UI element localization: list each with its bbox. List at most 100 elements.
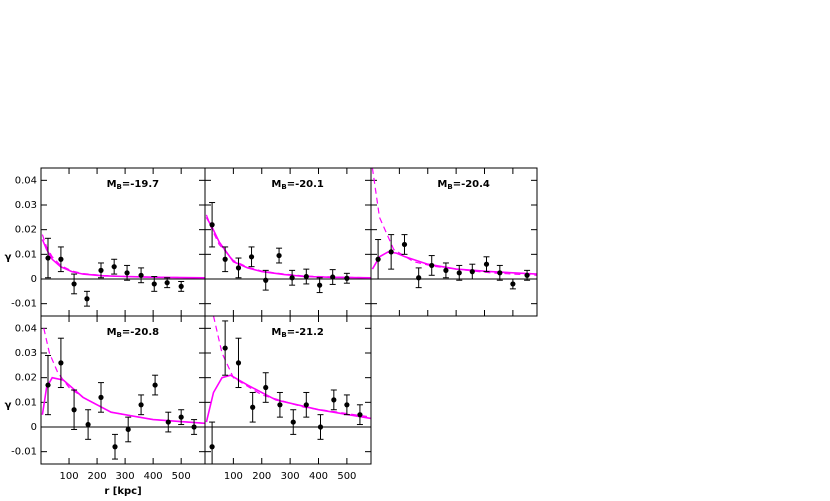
- x-tick-label: 400: [144, 471, 163, 482]
- title-rest: =-20.4: [453, 179, 490, 190]
- data-point: [138, 402, 144, 408]
- x-tick-label: 200: [252, 471, 271, 482]
- x-tick-label: 500: [172, 471, 191, 482]
- data-point: [524, 272, 530, 278]
- panel-title: MB=-20.8: [107, 327, 160, 339]
- data-point: [263, 384, 269, 391]
- data-point: [429, 262, 435, 269]
- model-curve: [205, 374, 371, 423]
- data-point: [401, 241, 408, 248]
- data-point: [45, 382, 51, 388]
- panel-title: MB=-20.4: [437, 179, 490, 191]
- y-tick-label: 0.02: [15, 373, 37, 384]
- panel-title: MB=-21.2: [271, 327, 324, 339]
- data-point: [71, 407, 77, 413]
- title-main: M: [437, 179, 447, 190]
- data-point: [84, 296, 90, 302]
- model-curve: [371, 251, 537, 275]
- title-sub: B: [117, 331, 122, 339]
- model-curve: [212, 316, 371, 418]
- data-point: [138, 272, 144, 278]
- data-point: [165, 419, 171, 425]
- data-point: [330, 274, 336, 280]
- data-point: [111, 264, 117, 270]
- title-main: M: [271, 327, 281, 338]
- data-point: [317, 424, 324, 430]
- y-axis-label: γ: [5, 400, 12, 411]
- model-curve: [41, 239, 205, 279]
- data-point: [456, 270, 462, 276]
- title-sub: B: [117, 183, 122, 191]
- data-point: [152, 382, 158, 388]
- frame: [204, 167, 372, 317]
- data-point: [303, 273, 309, 280]
- frame: [40, 315, 206, 465]
- data-point: [58, 256, 64, 262]
- title-sub: B: [447, 183, 452, 191]
- title-sub: B: [281, 183, 286, 191]
- frame: [40, 167, 206, 317]
- data-point: [344, 402, 350, 408]
- data-point: [469, 269, 475, 275]
- x-tick-label: 300: [281, 471, 300, 482]
- x-tick-label: 300: [116, 471, 135, 482]
- model-curve: [41, 234, 205, 279]
- y-tick-label: -0.01: [11, 447, 37, 458]
- data-point: [497, 270, 503, 276]
- model-curve: [205, 214, 371, 279]
- title-main: M: [107, 179, 117, 190]
- data-point: [248, 254, 255, 260]
- y-tick-label: 0.01: [15, 397, 37, 408]
- data-point: [290, 419, 296, 425]
- data-point: [263, 277, 269, 283]
- model-curve: [205, 216, 371, 279]
- data-point: [510, 281, 516, 287]
- title-main: M: [107, 327, 117, 338]
- frame: [204, 315, 372, 465]
- data-point: [388, 249, 394, 255]
- x-tick-label: 100: [59, 471, 78, 482]
- title-sub: B: [281, 331, 286, 339]
- data-point: [250, 404, 256, 410]
- y-tick-label: 0: [31, 422, 37, 433]
- data-point: [222, 256, 228, 262]
- x-tick-label: 200: [88, 471, 107, 482]
- data-point: [98, 394, 104, 400]
- data-point: [112, 444, 118, 450]
- data-point: [277, 402, 283, 408]
- data-point: [235, 265, 242, 271]
- y-tick-label: 0.03: [15, 200, 37, 211]
- title-rest: =-19.7: [122, 179, 159, 190]
- title-rest: =-20.1: [287, 179, 324, 190]
- model-curve: [43, 328, 205, 424]
- title-main: M: [271, 179, 281, 190]
- frame: [370, 167, 538, 317]
- data-point: [209, 222, 215, 228]
- data-point: [375, 256, 381, 262]
- x-axis-label: r [kpc]: [104, 486, 141, 497]
- y-tick-label: 0.04: [15, 175, 37, 186]
- title-rest: =-21.2: [287, 327, 324, 338]
- x-tick-label: 500: [337, 471, 356, 482]
- data-point: [289, 275, 295, 281]
- title-rest: =-20.8: [122, 327, 159, 338]
- y-tick-label: 0.03: [15, 348, 37, 359]
- data-point: [222, 345, 228, 351]
- data-point: [151, 281, 157, 287]
- x-tick-label: 100: [224, 471, 243, 482]
- data-point: [178, 283, 184, 289]
- data-point: [45, 255, 51, 261]
- data-point: [276, 252, 282, 259]
- data-point: [416, 275, 422, 281]
- y-tick-label: -0.01: [11, 299, 37, 310]
- data-point: [71, 281, 77, 287]
- data-point: [178, 414, 184, 420]
- y-tick-label: 0.02: [15, 225, 37, 236]
- data-point: [209, 444, 215, 450]
- data-point: [443, 267, 449, 273]
- data-point: [303, 402, 309, 408]
- data-point: [331, 397, 337, 403]
- data-point: [98, 267, 104, 273]
- data-point: [317, 282, 323, 288]
